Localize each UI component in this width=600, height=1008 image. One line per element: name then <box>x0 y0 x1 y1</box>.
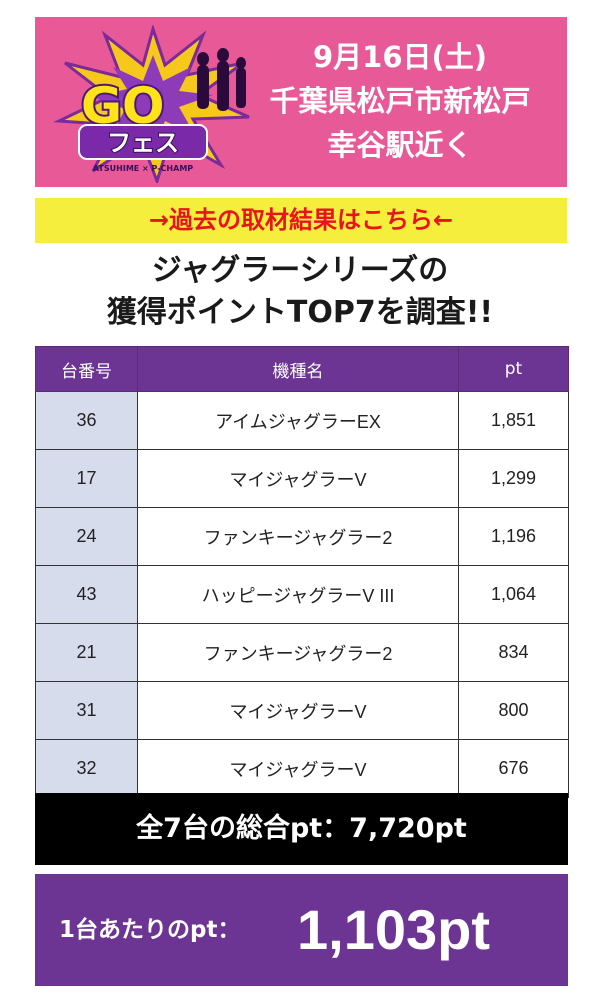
table-row: 43 ハッピージャグラーV III 1,064 <box>35 565 569 624</box>
total-points-box: 全7台の総合pt：7,720pt <box>35 793 568 865</box>
average-points-box: 1台あたりのpt： 1,103pt <box>35 874 568 986</box>
machine-name-cell: アイムジャグラーEX <box>137 391 459 450</box>
points-cell: 834 <box>458 623 569 682</box>
table-row: 21 ファンキージャグラー2 834 <box>35 623 569 682</box>
go-fes-logo: GO フェス ATSUHIME × P-CHAMP <box>53 25 250 183</box>
machine-name-cell: マイジャグラーV <box>137 681 459 740</box>
points-cell: 1,196 <box>458 507 569 566</box>
table-header-row: 台番号 機種名 pt <box>35 346 569 392</box>
machine-number-cell: 32 <box>35 739 138 798</box>
column-header-points: pt <box>458 346 569 392</box>
points-cell: 1,299 <box>458 449 569 508</box>
header-banner: GO フェス ATSUHIME × P-CHAMP 9月16日(土) 千葉県松戸… <box>35 17 567 187</box>
points-cell: 1,064 <box>458 565 569 624</box>
machine-name-cell: マイジャグラーV <box>137 739 459 798</box>
points-cell: 800 <box>458 681 569 740</box>
average-points-value: 1,103pt <box>297 898 490 961</box>
machine-number-cell: 43 <box>35 565 138 624</box>
headline-line1: ジャグラーシリーズの <box>151 253 449 288</box>
points-cell: 1,851 <box>458 391 569 450</box>
headline-line2: 獲得ポイントTOP7を調査!! <box>106 295 494 330</box>
average-points-label: 1台あたりのpt： <box>59 917 241 943</box>
event-location-line1: 千葉県松戸市新松戸 <box>269 84 531 118</box>
event-location-line2: 幸谷駅近く <box>327 128 473 162</box>
ranking-table: 台番号 機種名 pt 36 アイムジャグラーEX 1,851 17 マイジャグラ… <box>35 346 569 798</box>
machine-number-cell: 31 <box>35 681 138 740</box>
machine-name-cell: ファンキージャグラー2 <box>137 507 459 566</box>
machine-number-cell: 17 <box>35 449 138 508</box>
machine-name-cell: ファンキージャグラー2 <box>137 623 459 682</box>
column-header-machine-number: 台番号 <box>35 346 138 392</box>
past-results-link[interactable]: →過去の取材結果はこちら← <box>35 198 567 243</box>
logo-caption: ATSUHIME × P-CHAMP <box>93 164 193 173</box>
machine-name-cell: ハッピージャグラーV III <box>137 565 459 624</box>
table-row: 31 マイジャグラーV 800 <box>35 681 569 740</box>
table-row: 24 ファンキージャグラー2 1,196 <box>35 507 569 566</box>
column-header-machine-name: 機種名 <box>137 346 459 392</box>
machine-number-cell: 24 <box>35 507 138 566</box>
table-row: 17 マイジャグラーV 1,299 <box>35 449 569 508</box>
machine-number-cell: 21 <box>35 623 138 682</box>
total-points-label: 全7台の総合pt：7,720pt <box>136 813 467 844</box>
points-cell: 676 <box>458 739 569 798</box>
logo-fes-text: フェス <box>107 129 179 157</box>
machine-number-cell: 36 <box>35 391 138 450</box>
table-row: 36 アイムジャグラーEX 1,851 <box>35 391 569 450</box>
page-headline: ジャグラーシリーズの 獲得ポイントTOP7を調査!! <box>0 250 600 334</box>
table-row: 32 マイジャグラーV 676 <box>35 739 569 798</box>
machine-name-cell: マイジャグラーV <box>137 449 459 508</box>
event-date: 9月16日(土) <box>312 40 488 74</box>
event-info: 9月16日(土) 千葉県松戸市新松戸 幸谷駅近く <box>240 35 560 167</box>
